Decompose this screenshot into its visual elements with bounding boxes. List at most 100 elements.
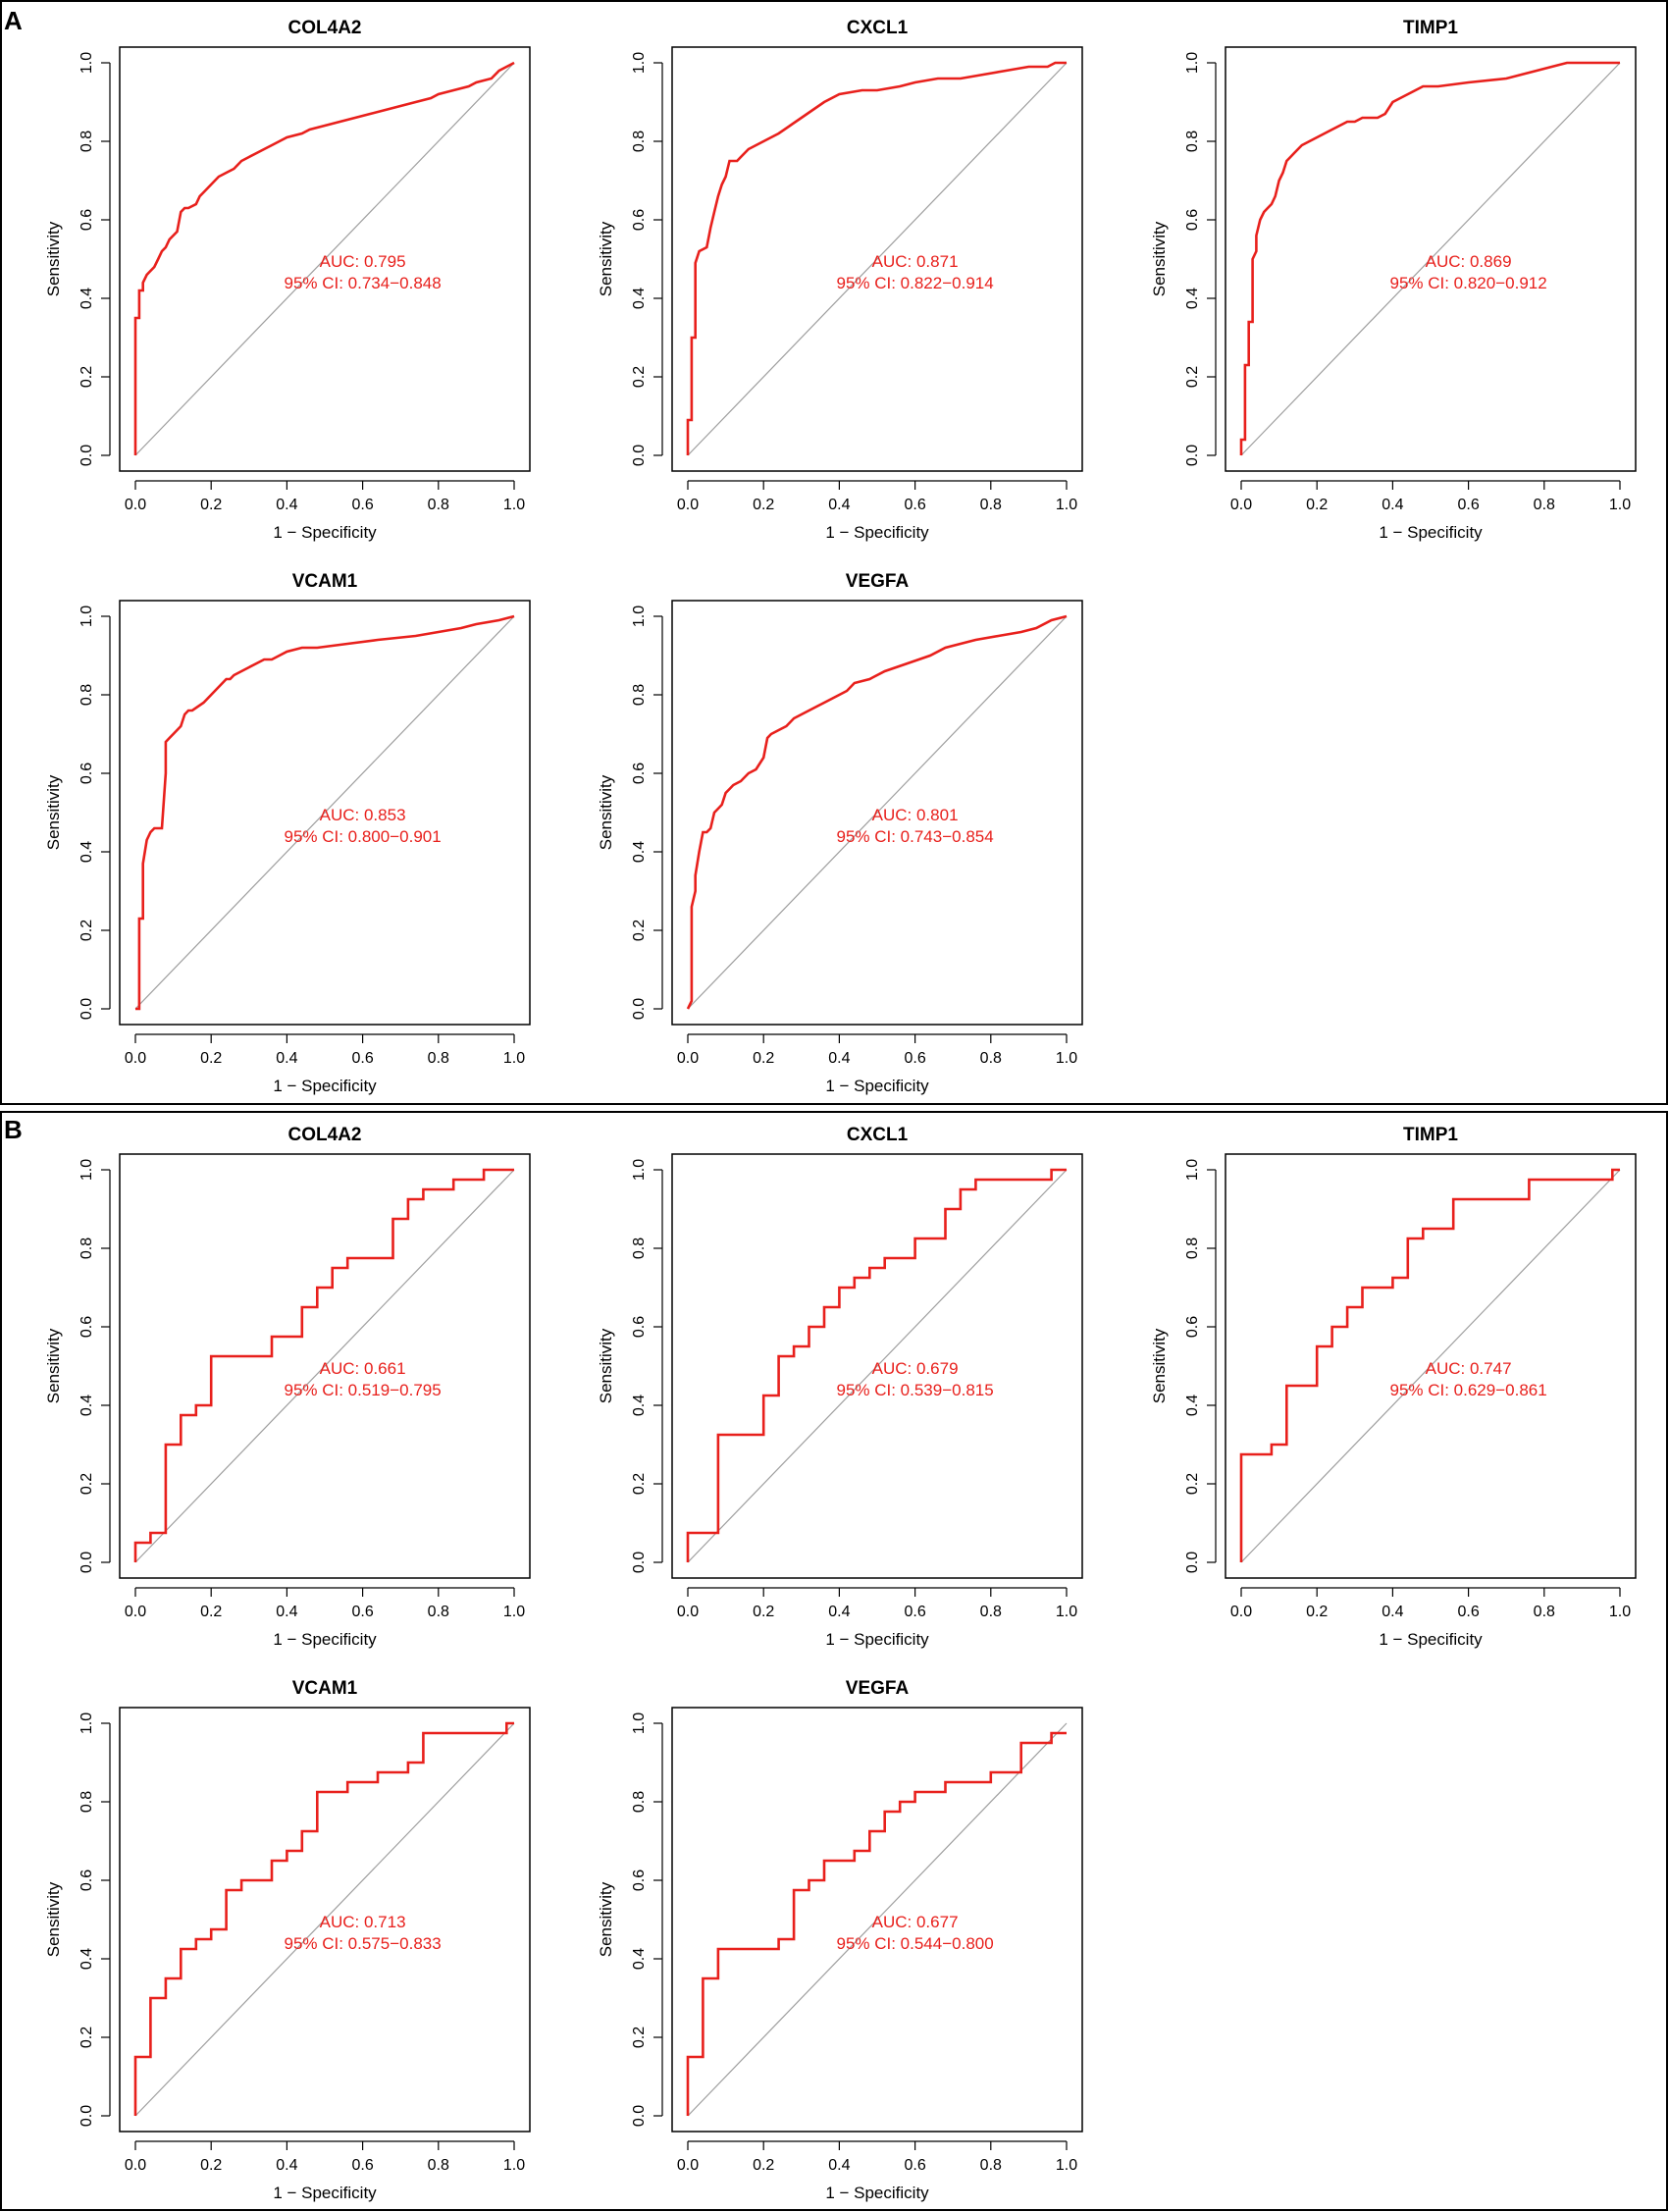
x-tick-label: 1.0 <box>1609 497 1631 513</box>
x-tick-label: 1.0 <box>503 1604 525 1620</box>
x-tick-label: 0.6 <box>351 2157 373 2174</box>
y-tick-label: 0.6 <box>631 1316 648 1338</box>
chance-diagonal <box>134 615 515 1010</box>
x-tick-label: 0.0 <box>677 2157 699 2174</box>
roc-curve <box>686 61 1067 455</box>
y-tick-label: 1.0 <box>631 52 648 74</box>
y-axis-label: Sensitivity <box>597 1881 615 1957</box>
y-tick-label: 1.0 <box>78 606 95 627</box>
x-tick-label: 0.8 <box>428 2157 449 2174</box>
x-tick-label: 0.2 <box>200 2157 222 2174</box>
y-tick-label: 1.0 <box>631 1712 648 1734</box>
x-tick-label: 0.4 <box>828 1050 850 1067</box>
y-tick-label: 0.4 <box>78 841 95 863</box>
roc-curve <box>1239 1168 1620 1562</box>
y-tick-label: 0.4 <box>78 1395 95 1416</box>
y-tick-label: 0.2 <box>631 2027 648 2048</box>
y-tick-label: 0.8 <box>78 1238 95 1259</box>
x-tick-label: 0.6 <box>351 1604 373 1620</box>
ci-label: 95% CI: 0.629−0.861 <box>1389 1381 1546 1399</box>
x-tick-label: 0.0 <box>1230 1604 1252 1620</box>
x-axis-label: 1 − Specificity <box>1379 1630 1483 1649</box>
x-tick-label: 0.4 <box>276 2157 297 2174</box>
x-tick-label: 0.2 <box>753 2157 774 2174</box>
plot-title: TIMP1 <box>1403 1125 1458 1145</box>
x-tick-label: 0.8 <box>1534 497 1555 513</box>
y-tick-label: 0.2 <box>78 1473 95 1495</box>
ci-label: 95% CI: 0.734−0.848 <box>284 274 441 292</box>
plot-title: VEGFA <box>846 1678 910 1699</box>
y-tick-label: 0.8 <box>78 1791 95 1813</box>
x-tick-label: 0.4 <box>828 1604 850 1620</box>
x-tick-label: 0.4 <box>828 497 850 513</box>
panel-b-frame <box>0 1111 1668 2211</box>
ci-label: 95% CI: 0.519−0.795 <box>284 1381 441 1399</box>
roc-plot-b-cxcl1: CXCL1 0.0 0.2 0.4 0.6 0.8 1.0 1 − Specificity 0.… <box>597 1125 1083 1649</box>
x-tick-label: 0.6 <box>904 2157 925 2174</box>
x-tick-label: 1.0 <box>1056 497 1077 513</box>
chance-diagonal <box>134 1722 515 2117</box>
y-tick-label: 0.6 <box>631 1870 648 1891</box>
y-tick-label: 0.0 <box>631 998 648 1020</box>
y-tick-label: 0.0 <box>631 2105 648 2127</box>
x-tick-label: 0.0 <box>677 497 699 513</box>
x-tick-label: 0.6 <box>1457 1604 1479 1620</box>
auc-label: AUC: 0.747 <box>1426 1359 1512 1378</box>
plot-title: TIMP1 <box>1403 18 1458 38</box>
ci-label: 95% CI: 0.820−0.912 <box>1389 274 1546 292</box>
roc-curve <box>133 1168 514 1562</box>
y-axis-label: Sensitivity <box>44 774 63 850</box>
y-tick-label: 1.0 <box>631 606 648 627</box>
y-tick-label: 0.0 <box>78 445 95 466</box>
x-tick-label: 0.6 <box>351 497 373 513</box>
x-tick-label: 0.8 <box>980 1604 1002 1620</box>
auc-label: AUC: 0.677 <box>872 1913 959 1931</box>
x-tick-label: 0.4 <box>1382 1604 1403 1620</box>
y-axis-label: Sensitivity <box>597 221 615 296</box>
x-tick-label: 0.4 <box>1382 497 1403 513</box>
y-tick-label: 0.2 <box>78 2027 95 2048</box>
panel-a-frame <box>0 0 1668 1105</box>
plot-title: COL4A2 <box>288 1125 362 1145</box>
x-tick-label: 0.0 <box>125 497 146 513</box>
plot-box <box>119 1707 531 2133</box>
x-tick-label: 0.0 <box>1230 497 1252 513</box>
y-axis-label: Sensitivity <box>597 774 615 850</box>
x-tick-label: 0.4 <box>276 497 297 513</box>
y-tick-label: 0.6 <box>78 209 95 231</box>
y-tick-label: 0.4 <box>631 1948 648 1970</box>
roc-plot-a-col4a2: COL4A2 0.0 0.2 0.4 0.6 0.8 1.0 1 − Specificity 0… <box>44 18 531 542</box>
y-tick-label: 1.0 <box>631 1159 648 1181</box>
x-tick-label: 0.0 <box>677 1604 699 1620</box>
x-tick-label: 0.6 <box>1457 497 1479 513</box>
roc-plot-b-vcam1: VCAM1 0.0 0.2 0.4 0.6 0.8 1.0 1 − Specificity 0.… <box>44 1678 531 2202</box>
x-tick-label: 1.0 <box>1056 1604 1077 1620</box>
x-tick-label: 1.0 <box>503 2157 525 2174</box>
x-axis-label: 1 − Specificity <box>825 2184 929 2202</box>
x-tick-label: 0.0 <box>125 1050 146 1067</box>
y-tick-label: 0.0 <box>78 1552 95 1573</box>
y-tick-label: 0.2 <box>631 920 648 941</box>
y-tick-label: 0.6 <box>78 1870 95 1891</box>
y-tick-label: 0.0 <box>78 998 95 1020</box>
y-axis-label: Sensitivity <box>1150 1328 1169 1403</box>
ci-label: 95% CI: 0.544−0.800 <box>836 1934 993 1953</box>
chance-diagonal <box>1240 1169 1621 1563</box>
auc-label: AUC: 0.871 <box>872 252 959 271</box>
roc-curve <box>686 614 1068 1010</box>
x-tick-label: 0.8 <box>428 497 449 513</box>
auc-label: AUC: 0.661 <box>320 1359 406 1378</box>
y-tick-label: 1.0 <box>1184 1159 1201 1181</box>
auc-label: AUC: 0.679 <box>872 1359 959 1378</box>
y-tick-label: 0.8 <box>1184 131 1201 152</box>
x-tick-label: 0.8 <box>980 1050 1002 1067</box>
x-tick-label: 0.8 <box>980 497 1002 513</box>
plot-title: CXCL1 <box>847 18 909 38</box>
x-axis-label: 1 − Specificity <box>273 1630 377 1649</box>
chance-diagonal <box>687 1169 1068 1563</box>
x-axis-label: 1 − Specificity <box>825 1077 929 1095</box>
plot-title: COL4A2 <box>288 18 362 38</box>
roc-curve <box>686 1731 1067 2116</box>
x-tick-label: 0.2 <box>200 1050 222 1067</box>
roc-plot-b-vegfa: VEGFA 0.0 0.2 0.4 0.6 0.8 1.0 1 − Specificity 0.… <box>597 1678 1083 2202</box>
